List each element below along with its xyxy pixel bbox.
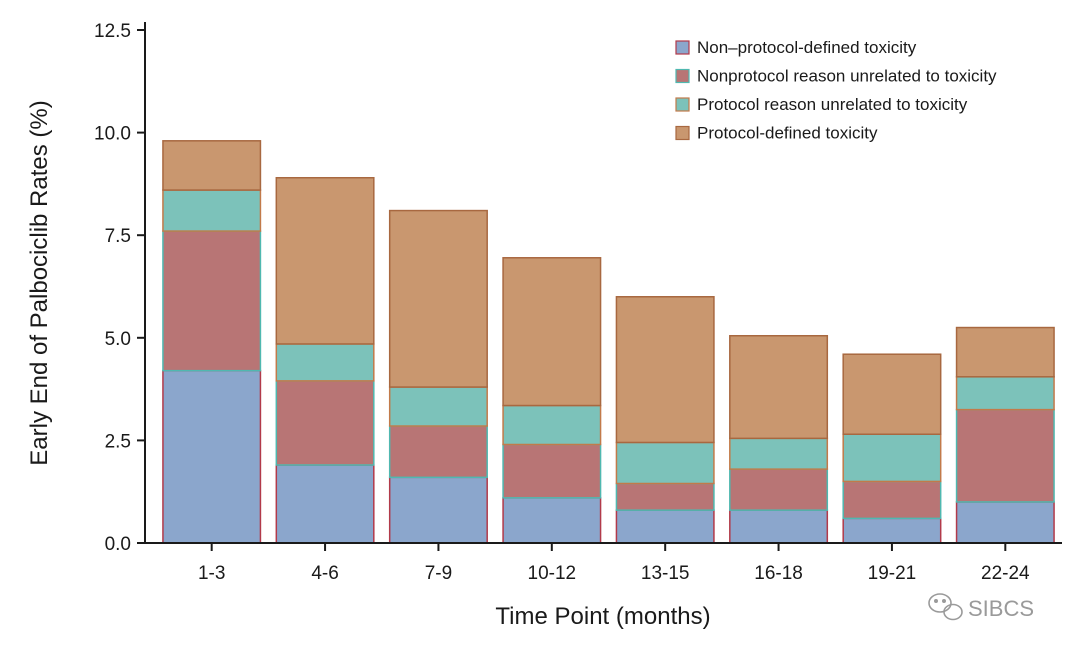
bar-segment-1 xyxy=(275,464,375,544)
bar-segment-2 xyxy=(162,230,262,372)
bar-segment-2 xyxy=(842,480,942,520)
bar-segment-2 xyxy=(729,468,829,511)
bar-segment-1 xyxy=(729,509,829,544)
bar-segment-2 xyxy=(388,425,488,479)
bar-segment-3 xyxy=(615,441,715,485)
bar-stack xyxy=(162,140,262,544)
bar-segment-3 xyxy=(162,189,262,232)
bar-stack xyxy=(842,353,942,544)
y-tick-label: 12.5 xyxy=(94,21,131,42)
bar-stack xyxy=(388,209,488,544)
bar-segment-1 xyxy=(955,501,1055,544)
legend-item: Non–protocol-defined toxicity xyxy=(675,38,917,57)
bar-segment-3 xyxy=(275,343,375,382)
watermark: SIBCS xyxy=(928,593,1034,621)
bar-stack xyxy=(955,326,1055,544)
bar-stack xyxy=(275,176,375,544)
watermark-text: SIBCS xyxy=(968,596,1034,621)
legend-swatch xyxy=(675,68,690,84)
bar-segment-3 xyxy=(955,376,1055,411)
axes-layer: 0.0 2.5 5.0 7.5 10.0 12.5 1-3 4-6 7-9 10-12 13-15… xyxy=(94,21,1062,584)
bars-layer xyxy=(162,140,1055,544)
bar-stack xyxy=(502,257,602,544)
bar-segment-2 xyxy=(275,380,375,466)
bar-segment-4 xyxy=(275,176,375,345)
legend-item: Protocol reason unrelated to toxicity xyxy=(675,95,968,114)
legend-label: Nonprotocol reason unrelated to toxicity xyxy=(697,67,997,86)
legend-label: Protocol reason unrelated to toxicity xyxy=(697,95,968,114)
y-ticks: 0.0 2.5 5.0 7.5 10.0 12.5 xyxy=(94,21,145,555)
bar-segment-3 xyxy=(502,404,602,446)
y-tick-label: 10.0 xyxy=(94,124,131,145)
legend-label: Protocol-defined toxicity xyxy=(697,124,878,143)
x-tick-label: 16-18 xyxy=(754,563,803,584)
x-tick-label: 7-9 xyxy=(425,563,452,584)
x-tick-label: 10-12 xyxy=(528,563,577,584)
legend-swatch xyxy=(675,125,690,141)
bar-segment-1 xyxy=(388,476,488,544)
legend: Non–protocol-defined toxicity Nonprotocol… xyxy=(675,38,997,143)
y-tick-label: 5.0 xyxy=(105,329,131,350)
bar-segment-4 xyxy=(729,334,829,440)
wechat-icon xyxy=(928,593,963,621)
x-tick-label: 22-24 xyxy=(981,563,1030,584)
x-ticks: 1-3 4-6 7-9 10-12 13-15 16-18 19-21 22-24 xyxy=(198,543,1030,584)
bar-segment-4 xyxy=(388,209,488,388)
bar-segment-1 xyxy=(162,369,262,544)
x-tick-label: 1-3 xyxy=(198,563,225,584)
y-tick-label: 2.5 xyxy=(105,431,131,452)
bar-segment-4 xyxy=(842,353,942,435)
legend-item: Protocol-defined toxicity xyxy=(675,124,878,143)
legend-swatch xyxy=(675,97,690,112)
legend-item: Nonprotocol reason unrelated to toxicity xyxy=(675,67,997,86)
legend-swatch xyxy=(675,40,690,55)
x-axis-title: Time Point (months) xyxy=(495,603,710,630)
bar-segment-3 xyxy=(842,433,942,483)
bar-segment-4 xyxy=(955,326,1055,378)
y-tick-label: 0.0 xyxy=(105,534,131,555)
bar-segment-1 xyxy=(842,517,942,544)
bar-stack xyxy=(615,296,715,544)
bar-segment-4 xyxy=(162,140,262,191)
legend-label: Non–protocol-defined toxicity xyxy=(697,38,917,57)
y-tick-label: 7.5 xyxy=(105,226,131,247)
y-axis-title: Early End of Palbociclib Rates (%) xyxy=(26,100,53,465)
bar-segment-3 xyxy=(729,437,829,470)
bar-segment-2 xyxy=(955,408,1055,503)
x-tick-label: 19-21 xyxy=(868,563,917,584)
x-tick-label: 13-15 xyxy=(641,563,690,584)
bar-segment-2 xyxy=(615,482,715,511)
bar-stack xyxy=(729,334,829,544)
bar-segment-1 xyxy=(615,509,715,544)
bar-segment-1 xyxy=(502,497,602,544)
x-tick-label: 4-6 xyxy=(311,563,338,584)
bar-segment-2 xyxy=(502,443,602,499)
bar-segment-4 xyxy=(615,296,715,444)
bar-segment-4 xyxy=(502,257,602,407)
bar-segment-3 xyxy=(388,386,488,427)
